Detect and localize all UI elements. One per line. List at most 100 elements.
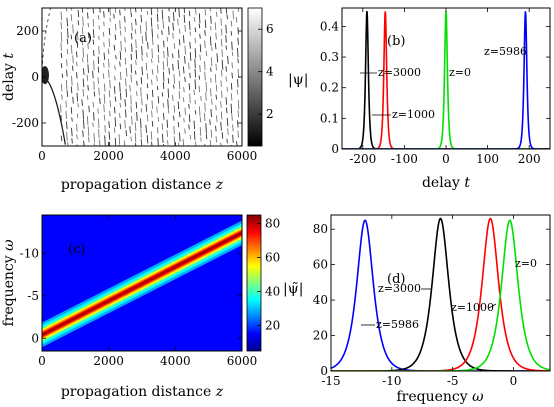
x-tick-label: -15 (321, 374, 340, 388)
heatmap-streak (182, 35, 185, 44)
colorbar-tick-label: 2 (266, 107, 274, 121)
heatmap-streak (189, 41, 191, 49)
heatmap-streak (162, 71, 165, 82)
heatmap-streak (210, 67, 212, 72)
panel-b-ylabel: |ψ| (288, 72, 308, 88)
heatmap-streak (102, 31, 105, 37)
heatmap-streak (193, 17, 196, 22)
heatmap-streak (134, 132, 137, 143)
heatmap-streak (225, 97, 228, 105)
heatmap-streak (210, 88, 212, 97)
heatmap-streak (119, 9, 121, 16)
heatmap-streak (215, 136, 218, 143)
heatmap-streak (147, 42, 149, 49)
panel-d: -15 -10 -5 0 0 20 40 60 80 (d) z=5986 z=3000 z=1… (283, 214, 551, 405)
heatmap-streak (231, 41, 233, 51)
heatmap-streak (130, 12, 132, 18)
heatmap-streak (136, 111, 138, 122)
heatmap-streak (134, 70, 137, 75)
x-tick-label: 4000 (160, 149, 191, 163)
heatmap-streak (220, 121, 222, 131)
heatmap-streak (70, 107, 73, 114)
heatmap-streak (230, 103, 233, 114)
heatmap-streak (130, 64, 133, 73)
heatmap-streak (145, 21, 148, 32)
heatmap-streak (141, 97, 143, 106)
heatmap-streak (130, 74, 133, 83)
x-tick-label: 0 (38, 149, 46, 163)
heatmap-streak (163, 50, 165, 59)
heatmap-streak (87, 64, 89, 73)
heatmap-streak (230, 82, 233, 90)
heatmap-streak (60, 11, 63, 21)
heatmap-streak (130, 53, 133, 60)
heatmap-streak (221, 49, 223, 57)
heatmap-streak (183, 118, 185, 123)
heatmap-streak (66, 59, 68, 67)
heatmap-streak (113, 106, 116, 114)
heatmap-streak (124, 36, 126, 43)
heatmap-streak (184, 76, 186, 82)
heatmap-streak (66, 17, 68, 27)
panel-a-xlabel: propagation distance z (61, 177, 224, 193)
heatmap-streak (226, 86, 229, 92)
heatmap-streak (220, 111, 223, 120)
panel-a-colorbar-ticks: 2 4 6 (258, 22, 274, 121)
heatmap-streak (146, 52, 148, 58)
heatmap-streak (135, 8, 137, 13)
heatmap-streak (236, 89, 239, 95)
heatmap-streak (189, 52, 192, 61)
heatmap-streak (61, 145, 62, 146)
heatmap-streak (140, 87, 142, 97)
y-tick-label: 20 (313, 329, 328, 343)
heatmap-streak (135, 101, 138, 109)
heatmap-streak (161, 133, 164, 143)
heatmap-streak (76, 144, 78, 146)
panel-b-annotation-z0: z=0 (449, 66, 471, 79)
panel-c-axes: 0 2000 4000 6000 0 -5 -10 (20, 215, 258, 368)
heatmap-streak (173, 105, 176, 113)
heatmap-streak (60, 52, 63, 59)
heatmap-streak (141, 45, 143, 56)
heatmap-streak (107, 48, 110, 55)
heatmap-streak (103, 21, 105, 27)
heatmap-streak (72, 96, 74, 104)
heatmap-streak (93, 143, 95, 146)
heatmap-streak (87, 22, 90, 28)
heatmap-streak (210, 108, 212, 118)
heatmap-streak (131, 43, 133, 52)
heatmap-streak (215, 84, 218, 92)
heatmap-streak (157, 44, 160, 53)
x-tick-label: 6000 (227, 354, 258, 368)
panel-a: 0 2000 4000 6000 -200 0 200 (a) 2 4 6 propagatio… (1, 7, 274, 193)
heatmap-streak (188, 114, 191, 123)
heatmap-streak (92, 70, 94, 79)
y-tick-label: 0.4 (320, 19, 339, 33)
heatmap-streak (194, 37, 197, 44)
y-tick-label: -200 (12, 116, 39, 130)
heatmap-streak (204, 9, 207, 16)
heatmap-streak (76, 72, 78, 79)
heatmap-streak (120, 40, 122, 51)
heatmap-streak (88, 136, 90, 143)
heatmap-streak (220, 8, 222, 14)
heatmap-streak (60, 32, 63, 43)
heatmap-streak (215, 32, 217, 40)
heatmap-streak (161, 123, 164, 131)
heatmap-streak (204, 30, 206, 36)
panel-b-xlabel: delay t (422, 175, 470, 191)
heatmap-streak (225, 66, 227, 72)
heatmap-streak (119, 61, 121, 67)
heatmap-streak (156, 65, 159, 74)
heatmap-streak (81, 37, 84, 46)
y-tick-label: 0.2 (320, 81, 339, 95)
heatmap-streak (210, 26, 212, 31)
heatmap-streak (118, 144, 121, 146)
heatmap-streak (205, 123, 207, 134)
heatmap-streak (118, 134, 121, 145)
heatmap-streak (60, 21, 63, 30)
heatmap-streak (114, 117, 117, 127)
panel-b-annotation-z1000: z=1000 (392, 108, 435, 121)
heatmap-streak (189, 134, 192, 140)
